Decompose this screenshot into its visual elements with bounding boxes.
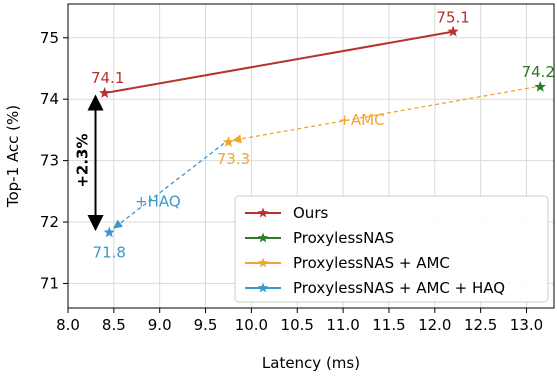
x-axis-label: Latency (ms) bbox=[262, 354, 360, 372]
haq-arrow bbox=[113, 142, 225, 229]
x-tick-label: 8.5 bbox=[102, 316, 126, 334]
y-axis-label: Top-1 Acc (%) bbox=[4, 105, 22, 208]
x-tick-label: 10.0 bbox=[235, 316, 268, 334]
data-point-star bbox=[222, 136, 235, 148]
amc-annotation-label: +AMC bbox=[338, 111, 384, 129]
y-tick-label: 74 bbox=[40, 90, 59, 108]
y-tick-label: 73 bbox=[40, 152, 59, 170]
legend-swatch-star bbox=[257, 257, 269, 268]
x-tick-label: 9.0 bbox=[148, 316, 172, 334]
plot-frame bbox=[67, 3, 555, 309]
x-tick-label: 11.5 bbox=[372, 316, 405, 334]
x-tick-label: 11.0 bbox=[326, 316, 359, 334]
y-tick-label: 75 bbox=[40, 29, 59, 47]
y-tick-label: 71 bbox=[40, 274, 59, 292]
legend: Ours ProxylessNAS ProxylessNAS + AMC Proxyl… bbox=[234, 195, 549, 303]
x-tick-label: 8.0 bbox=[56, 316, 80, 334]
legend-entry-label: ProxylessNAS bbox=[293, 229, 394, 247]
legend-swatch-star bbox=[257, 282, 269, 293]
point-labels: 74.1 75.1 74.2 73.3 71.8 bbox=[91, 9, 555, 262]
data-point-star bbox=[98, 87, 111, 98]
data-series bbox=[98, 25, 546, 238]
point-value-label: 71.8 bbox=[93, 243, 126, 261]
data-point-star bbox=[447, 25, 459, 37]
point-value-label: 75.1 bbox=[436, 9, 469, 27]
axis-ticks: 8.0 8.5 9.0 9.5 10.0 10.5 11.0 11.5 12.0 12.5 13.0… bbox=[40, 29, 543, 334]
x-tick-label: 9.5 bbox=[194, 316, 218, 334]
y-tick-label: 72 bbox=[40, 213, 59, 231]
legend-entry-label: Ours bbox=[293, 204, 328, 222]
point-value-label: 74.1 bbox=[91, 69, 124, 87]
gain-annotation-label: +2.3% bbox=[74, 134, 92, 188]
x-tick-label: 12.5 bbox=[464, 316, 497, 334]
annotations: +AMC +HAQ +2.3% bbox=[74, 86, 536, 232]
point-value-label: 73.3 bbox=[217, 150, 250, 168]
point-value-label: 74.2 bbox=[522, 63, 555, 81]
legend-swatch-star bbox=[257, 232, 269, 243]
legend-box bbox=[234, 195, 549, 303]
ours-line bbox=[104, 30, 454, 95]
data-point-star bbox=[534, 80, 546, 92]
legend-entry-label: ProxylessNAS + AMC bbox=[293, 254, 450, 272]
haq-annotation-label: +HAQ bbox=[135, 193, 181, 211]
data-point-star bbox=[103, 226, 115, 238]
x-tick-label: 12.0 bbox=[418, 316, 451, 334]
x-tick-label: 13.0 bbox=[510, 316, 543, 334]
amc-arrow bbox=[232, 86, 536, 144]
x-tick-label: 10.5 bbox=[281, 316, 314, 334]
legend-swatch-star bbox=[257, 207, 269, 218]
legend-entry-label: ProxylessNAS + AMC + HAQ bbox=[293, 279, 505, 297]
